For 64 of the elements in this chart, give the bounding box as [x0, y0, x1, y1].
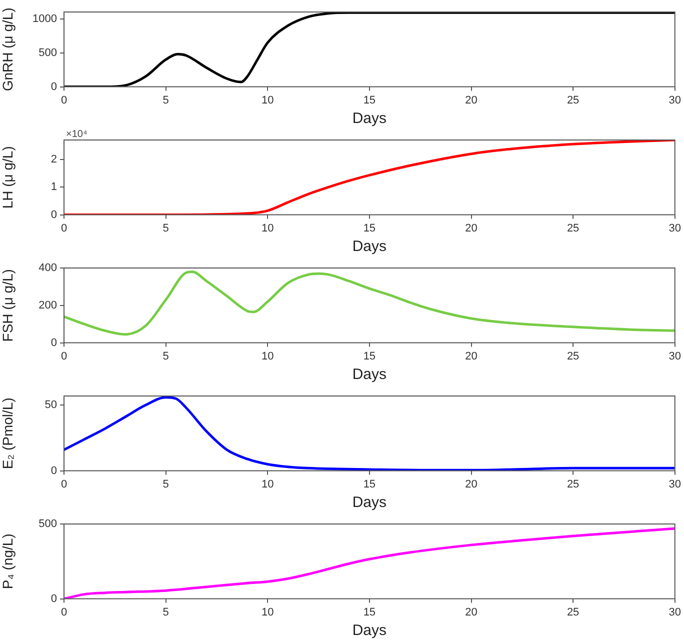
- x-tick-label: 10: [262, 350, 274, 362]
- y-tick-label: 1000: [32, 12, 57, 25]
- x-tick-label: 30: [668, 94, 682, 106]
- x-tick-label: 25: [566, 606, 580, 618]
- y-tick-label: 500: [38, 518, 57, 530]
- y-tick-label: 0: [50, 592, 57, 605]
- line-series: [64, 140, 675, 215]
- y-axis-title: P₄ (ng/L): [0, 534, 16, 590]
- x-tick-label: 5: [162, 478, 169, 490]
- line-series: [64, 396, 675, 471]
- x-tick-label: 15: [363, 222, 376, 234]
- x-tick-label: 0: [60, 606, 68, 618]
- x-axis-title: Days: [352, 494, 387, 512]
- x-tick-label: 25: [566, 350, 580, 362]
- x-tick-label: 10: [262, 478, 274, 490]
- y-tick-label: 2: [50, 153, 57, 166]
- x-tick-label: 30: [668, 606, 682, 618]
- y-tick-label: 0: [50, 80, 57, 93]
- x-tick-label: 15: [363, 478, 376, 490]
- y-tick-label: 0: [50, 208, 57, 221]
- y-tick-label: 500: [38, 46, 57, 59]
- x-tick-label: 10: [262, 222, 274, 234]
- x-tick-label: 5: [162, 222, 169, 234]
- x-axis-title: Days: [352, 110, 387, 128]
- x-tick-label: 5: [162, 606, 169, 618]
- line-series: [64, 527, 675, 599]
- y-axis-title: E₂ (Pmol/L): [0, 398, 16, 470]
- x-tick-label: 25: [566, 478, 580, 490]
- y-axis-title: FSH (μ g/L): [0, 269, 16, 342]
- x-tick-label: 15: [363, 94, 376, 106]
- y-tick-label: 200: [38, 299, 57, 312]
- x-axis-title: Days: [352, 238, 387, 256]
- x-tick-label: 0: [60, 94, 68, 106]
- text: ×10⁴: [66, 128, 88, 140]
- x-tick-label: 20: [465, 350, 478, 362]
- x-tick-label: 20: [465, 478, 478, 490]
- x-tick-label: 5: [162, 350, 169, 362]
- x-tick-label: 25: [566, 222, 580, 234]
- x-axis-title: Days: [352, 622, 387, 640]
- x-tick-label: 10: [262, 606, 274, 618]
- x-tick-label: 20: [465, 94, 478, 106]
- y-axis-title: LH (μ g/L): [0, 146, 16, 209]
- y-tick-label: 400: [38, 262, 57, 274]
- y-tick-label: 50: [44, 399, 57, 412]
- x-tick-label: 30: [668, 222, 682, 234]
- x-tick-label: 15: [363, 606, 376, 618]
- x-axis-title: Days: [352, 366, 387, 384]
- x-tick-label: 10: [262, 94, 274, 106]
- y-tick-label: 0: [50, 336, 57, 349]
- x-tick-label: 20: [465, 606, 478, 618]
- y-tick-label: 1: [50, 181, 57, 194]
- x-tick-label: 5: [162, 94, 169, 106]
- y-axis-title: GnRH (μ g/L): [0, 8, 16, 92]
- x-tick-label: 25: [566, 94, 580, 106]
- x-tick-label: 30: [668, 350, 682, 362]
- y-tick-label: 0: [50, 464, 57, 477]
- x-tick-label: 30: [668, 478, 682, 490]
- line-series: [64, 12, 675, 87]
- x-tick-label: 0: [60, 350, 68, 362]
- line-series: [64, 270, 675, 336]
- x-tick-label: 15: [363, 350, 376, 362]
- x-tick-label: 0: [60, 222, 68, 234]
- x-tick-label: 20: [465, 222, 478, 234]
- x-tick-label: 0: [60, 478, 68, 490]
